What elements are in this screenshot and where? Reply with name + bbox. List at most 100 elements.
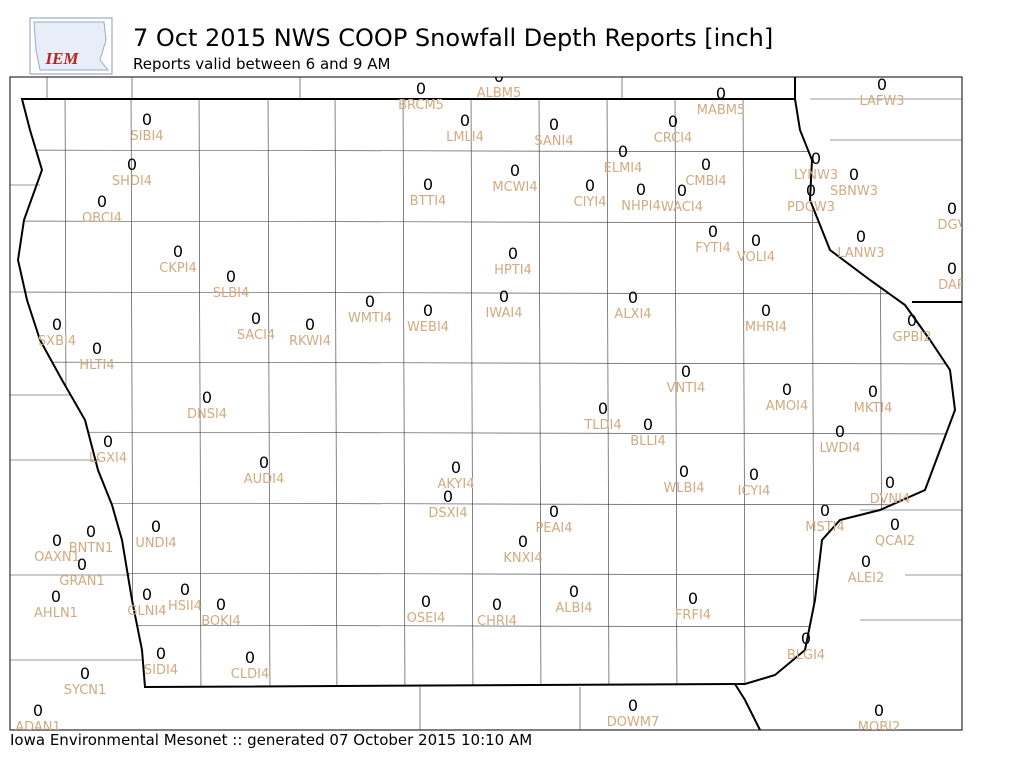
station-value: 0 <box>202 388 212 407</box>
station-value: 0 <box>835 422 845 441</box>
station-value: 0 <box>508 244 518 263</box>
station-value: 0 <box>801 629 811 648</box>
station-id: MABM5 <box>697 103 746 118</box>
county-line <box>18 431 955 435</box>
logo: IEM <box>29 17 113 75</box>
station-id: AHLN1 <box>34 606 78 621</box>
station-value: 0 <box>127 155 137 174</box>
station-value: 0 <box>33 701 43 720</box>
station-id: OSEI4 <box>407 611 446 626</box>
station-id: ALEI2 <box>848 571 884 586</box>
station-id: CRCI4 <box>654 131 693 146</box>
state-border <box>734 683 761 730</box>
station-id: BLGI4 <box>787 648 825 663</box>
station-id: BOKI4 <box>201 614 241 629</box>
station-value: 0 <box>251 309 261 328</box>
station-id: ALBI4 <box>555 601 592 616</box>
station-id: CHRI4 <box>477 614 517 629</box>
station-id: AMOI4 <box>766 399 808 414</box>
station-id: BTTI4 <box>410 194 447 209</box>
station-value: 0 <box>142 110 152 129</box>
station-value: 0 <box>861 552 871 571</box>
station-id: NHPI4 <box>621 199 660 214</box>
station-value: 0 <box>688 589 698 608</box>
station-id: ELMI4 <box>604 161 643 176</box>
station-value: 0 <box>103 432 113 451</box>
station-id: AKYI4 <box>437 477 474 492</box>
station-value: 0 <box>874 701 884 720</box>
station-value: 0 <box>423 175 433 194</box>
station-value: 0 <box>885 473 895 492</box>
station-value: 0 <box>643 415 653 434</box>
station-value: 0 <box>598 399 608 418</box>
station-value: 0 <box>856 227 866 246</box>
station-id: SIBI4 <box>130 129 163 144</box>
station-value: 0 <box>820 501 830 520</box>
station-id: IWAI4 <box>486 306 523 321</box>
station-id: MCWI4 <box>492 180 537 195</box>
station-id: DAR <box>938 278 966 293</box>
station-value: 0 <box>77 555 87 574</box>
county-line <box>18 361 955 365</box>
station-value: 0 <box>679 462 689 481</box>
station-value: 0 <box>636 180 646 199</box>
map-frame <box>9 76 963 731</box>
station-id: VNTI4 <box>667 381 706 396</box>
county-line <box>606 99 610 687</box>
station-value: 0 <box>245 648 255 667</box>
station-value: 0 <box>681 362 691 381</box>
station-id: SLBI4 <box>213 286 250 301</box>
station-id: DNSI4 <box>187 407 227 422</box>
station-value: 0 <box>226 267 236 286</box>
station-id: DSXI4 <box>428 506 467 521</box>
station-value: 0 <box>421 592 431 611</box>
station-value: 0 <box>52 315 62 334</box>
station-id: MKTI4 <box>854 401 893 416</box>
station-value: 0 <box>569 582 579 601</box>
station-value: 0 <box>811 149 821 168</box>
station-value: 0 <box>92 339 102 358</box>
station-value: 0 <box>628 696 638 715</box>
station-id: MSTI4 <box>805 520 845 535</box>
station-id: QCAI2 <box>875 534 915 549</box>
station-id: TLDI4 <box>583 418 621 433</box>
station-id: SXBI4 <box>38 334 76 349</box>
station-id: CMBI4 <box>685 174 726 189</box>
station-value: 0 <box>701 155 711 174</box>
station-id: DOWM7 <box>607 715 660 730</box>
station-id: BLLI4 <box>630 434 666 449</box>
station-id: MOBI2 <box>858 720 900 735</box>
county-line <box>267 99 271 687</box>
station-id: SACI4 <box>237 328 275 343</box>
station-id: GPBI2 <box>893 330 932 345</box>
station-id: AUDI4 <box>244 472 285 487</box>
station-id: LWDI4 <box>819 441 860 456</box>
station-id: SYCN1 <box>64 683 107 698</box>
station-value: 0 <box>156 644 166 663</box>
station-value: 0 <box>151 517 161 536</box>
station-id: FYTI4 <box>695 241 730 256</box>
station-value: 0 <box>849 165 859 184</box>
station-id: DVNI4 <box>870 492 911 507</box>
station-value: 0 <box>806 181 816 200</box>
station-value: 0 <box>585 176 595 195</box>
county-line <box>198 99 202 687</box>
station-id: ALXI4 <box>614 307 651 322</box>
county-line <box>402 99 406 687</box>
station-id: ALBM5 <box>477 86 522 101</box>
station-id: DGV <box>938 218 967 233</box>
station-id: SBNW3 <box>830 184 878 199</box>
iowa-border <box>16 98 957 689</box>
station-value: 0 <box>877 75 887 94</box>
county-line <box>742 99 746 687</box>
station-id: CLDI4 <box>231 667 269 682</box>
county-line <box>18 502 955 506</box>
station-value: 0 <box>86 522 96 541</box>
station-value: 0 <box>499 287 509 306</box>
station-value: 0 <box>618 142 628 161</box>
station-id: WEBI4 <box>407 320 449 335</box>
station-id: LGXI4 <box>89 451 127 466</box>
station-value: 0 <box>947 199 957 218</box>
station-value: 0 <box>365 292 375 311</box>
